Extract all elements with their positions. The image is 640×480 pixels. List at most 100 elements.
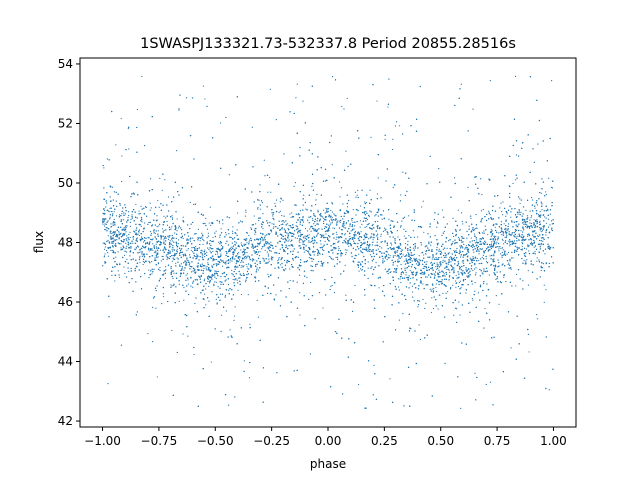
scatter-point <box>490 264 492 266</box>
scatter-point <box>230 236 232 239</box>
scatter-point <box>278 225 281 227</box>
scatter-point <box>370 235 372 237</box>
scatter-point <box>279 264 282 266</box>
scatter-point <box>459 266 462 269</box>
scatter-point <box>124 272 126 275</box>
scatter-point <box>110 242 113 244</box>
scatter-point <box>471 283 473 285</box>
scatter-point <box>493 237 496 239</box>
scatter-point <box>105 206 107 208</box>
scatter-point <box>275 294 277 296</box>
scatter-point <box>453 177 456 179</box>
scatter-point <box>331 211 334 213</box>
scatter-point <box>404 255 406 258</box>
scatter-point <box>175 262 177 264</box>
scatter-point <box>462 262 465 264</box>
scatter-point <box>137 233 139 235</box>
scatter-point <box>206 277 209 280</box>
scatter-point <box>397 286 400 288</box>
scatter-point <box>424 307 426 310</box>
scatter-point <box>186 264 188 266</box>
scatter-point <box>489 80 491 82</box>
scatter-point <box>505 240 507 242</box>
scatter-point <box>294 182 296 184</box>
scatter-point <box>316 193 318 196</box>
scatter-point <box>373 235 375 237</box>
scatter-point <box>495 235 497 238</box>
scatter-point <box>158 225 160 227</box>
scatter-point <box>151 260 153 263</box>
scatter-point <box>452 241 454 243</box>
scatter-point <box>502 232 504 234</box>
scatter-point <box>166 253 168 256</box>
scatter-point <box>128 270 130 273</box>
scatter-point <box>270 231 272 233</box>
scatter-point <box>406 244 409 246</box>
scatter-point <box>224 294 227 296</box>
scatter-point <box>473 229 476 231</box>
scatter-point <box>468 248 470 250</box>
scatter-point <box>159 266 161 269</box>
scatter-point <box>549 224 551 226</box>
scatter-point <box>268 258 270 260</box>
scatter-point <box>113 211 115 213</box>
scatter-point <box>527 270 529 272</box>
scatter-point <box>265 242 267 244</box>
scatter-point <box>413 257 415 259</box>
scatter-point <box>306 230 309 232</box>
scatter-point <box>248 377 251 379</box>
scatter-point <box>316 252 319 255</box>
scatter-point <box>330 209 332 212</box>
scatter-point <box>545 234 547 236</box>
scatter-point <box>354 254 356 256</box>
scatter-point <box>413 283 415 285</box>
scatter-point <box>467 276 469 278</box>
scatter-point <box>128 214 130 217</box>
scatter-point <box>186 249 188 251</box>
scatter-point <box>360 231 362 233</box>
scatter-point <box>111 232 113 235</box>
scatter-point <box>484 307 486 310</box>
scatter-point <box>194 256 196 258</box>
scatter-point <box>340 187 343 189</box>
scatter-point <box>315 204 317 206</box>
scatter-point <box>458 301 460 303</box>
scatter-point <box>417 306 419 308</box>
scatter-point <box>510 216 512 218</box>
scatter-point <box>373 364 375 367</box>
scatter-point <box>148 250 150 252</box>
scatter-point <box>292 245 294 247</box>
scatter-point <box>336 236 338 238</box>
scatter-point <box>323 235 325 237</box>
scatter-point <box>502 243 505 245</box>
scatter-point <box>489 381 492 383</box>
scatter-point <box>431 297 433 299</box>
scatter-point <box>151 247 153 250</box>
scatter-point <box>269 246 271 248</box>
scatter-point <box>272 215 274 217</box>
scatter-point <box>353 236 355 238</box>
scatter-point <box>211 291 213 293</box>
scatter-point <box>407 240 409 242</box>
scatter-point <box>404 242 407 245</box>
scatter-point <box>294 237 296 239</box>
scatter-point <box>247 255 249 257</box>
scatter-point <box>212 248 214 250</box>
scatter-point <box>232 278 234 281</box>
scatter-point <box>295 225 297 227</box>
scatter-point <box>494 226 496 228</box>
scatter-point <box>505 231 507 233</box>
scatter-point <box>481 193 483 196</box>
scatter-point <box>457 209 459 211</box>
scatter-point <box>479 238 481 240</box>
scatter-point <box>460 212 463 214</box>
scatter-point <box>302 100 304 102</box>
scatter-point <box>171 249 173 251</box>
scatter-point <box>461 236 463 238</box>
scatter-point <box>267 253 269 255</box>
scatter-point <box>392 256 394 258</box>
scatter-point <box>128 242 130 244</box>
scatter-point <box>303 194 305 196</box>
scatter-point <box>330 285 332 287</box>
scatter-point <box>331 164 333 166</box>
